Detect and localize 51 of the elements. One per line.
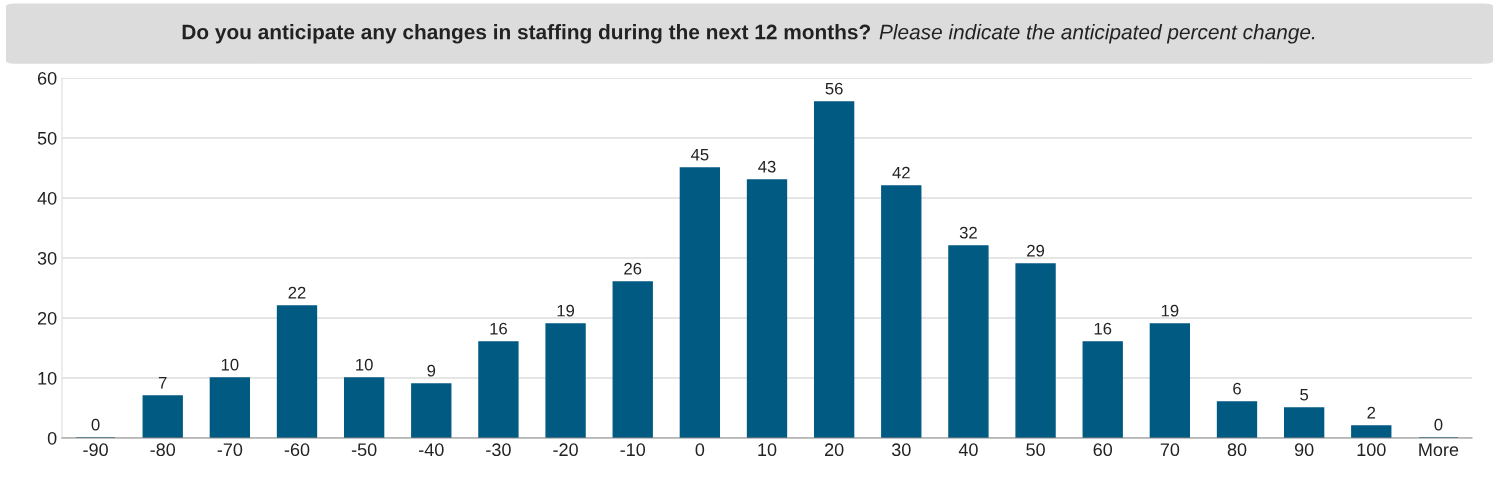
chart-subtitle: Please indicate the anticipated percent change. [879, 24, 1315, 44]
data-label: 22 [288, 286, 306, 299]
data-label: 6 [1233, 382, 1241, 395]
y-tick-label: 30 [37, 251, 57, 265]
data-label: 29 [1027, 244, 1045, 257]
x-tick-label: 0 [695, 443, 705, 457]
data-label: 16 [490, 322, 507, 335]
x-tick-label: 40 [958, 443, 978, 457]
data-label: 9 [427, 364, 436, 377]
x-tick-label: -60 [284, 443, 310, 457]
data-label: 2 [1367, 406, 1376, 419]
data-label: 0 [1434, 418, 1443, 431]
x-tick-label: -20 [553, 443, 578, 457]
data-label: 32 [959, 226, 977, 239]
x-tick-label: 10 [758, 443, 777, 457]
data-label: 7 [158, 376, 167, 389]
data-label: 10 [221, 358, 239, 371]
x-tick-label: 80 [1227, 443, 1247, 457]
x-tick-label: 50 [1026, 443, 1045, 457]
chart-title: Do you anticipate any changes in staffing during the next 12 months? [182, 24, 871, 44]
x-tick-label: -10 [620, 443, 646, 457]
data-label: 19 [557, 304, 575, 317]
x-tick-label: 30 [891, 443, 911, 457]
x-tick-label: 20 [825, 443, 844, 457]
data-label: 42 [892, 166, 910, 179]
x-tick-label: -30 [486, 443, 511, 457]
x-tick-label: -40 [419, 443, 444, 457]
x-tick-label: -70 [217, 443, 243, 457]
x-tick-label: 60 [1093, 443, 1113, 457]
data-label: 19 [1161, 304, 1179, 317]
x-tick-label: -50 [351, 443, 377, 457]
data-label: 56 [825, 82, 843, 95]
y-tick-label: 20 [37, 311, 57, 325]
x-tick-label: More [1419, 443, 1459, 457]
data-label: 0 [91, 418, 100, 431]
y-tick-label: 0 [47, 431, 57, 445]
data-label: 45 [690, 148, 709, 161]
x-tick-label: -90 [83, 443, 108, 457]
y-tick-label: 40 [37, 191, 57, 205]
x-tick-label: -80 [150, 443, 176, 457]
y-tick-label: 60 [37, 71, 57, 85]
data-label: 5 [1300, 388, 1309, 401]
y-tick-label: 50 [37, 131, 57, 145]
y-tick-label: 10 [38, 371, 57, 385]
x-tick-label: 100 [1357, 443, 1386, 457]
x-tick-label: 90 [1294, 443, 1314, 457]
data-label: 16 [1094, 322, 1112, 335]
data-label: 10 [356, 358, 373, 371]
data-label: 26 [624, 262, 642, 275]
x-tick-label: 70 [1160, 443, 1180, 457]
data-label: 43 [758, 160, 776, 173]
